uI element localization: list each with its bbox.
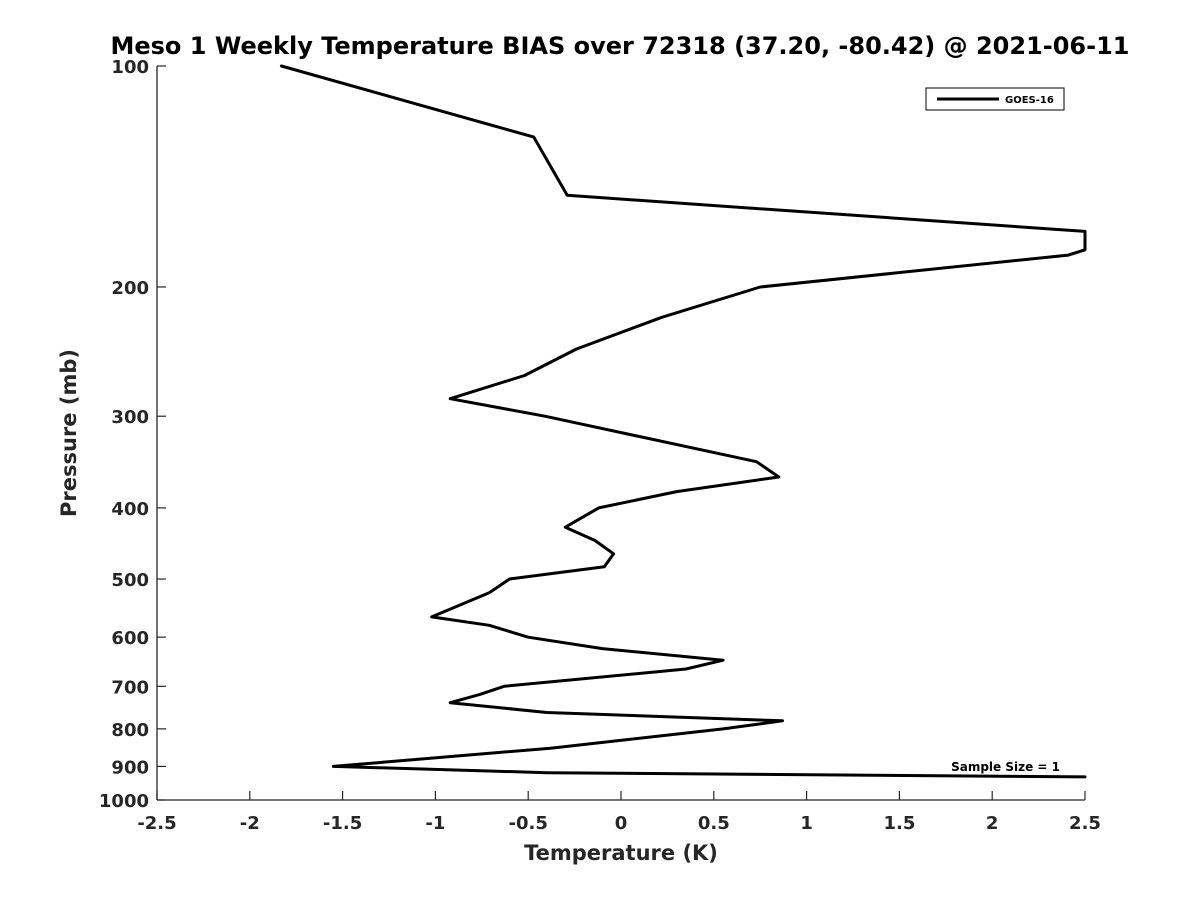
x-tick-label: -1 [425, 813, 445, 834]
y-tick-label: 400 [111, 499, 149, 520]
x-tick-label: 2.5 [1069, 813, 1101, 834]
y-tick-label: 900 [111, 757, 149, 778]
x-tick-label: 0.5 [698, 813, 730, 834]
legend: GOES-16 [925, 87, 1065, 111]
y-tick-label: 700 [111, 677, 149, 698]
y-tick-label: 300 [111, 407, 149, 428]
x-tick-label: 1.5 [883, 813, 915, 834]
sample-size-annotation: Sample Size = 1 [951, 760, 1060, 774]
y-tick-label: 200 [111, 278, 149, 299]
x-ticks: -2.5 -2 -1.5 -1 -0.5 0 0.5 1 1.5 2 2.5 [137, 791, 1101, 834]
x-tick-label: 0 [615, 813, 628, 834]
y-tick-label: 100 [111, 57, 149, 78]
y-ticks: 100 200 300 400 500 600 700 800 900 1000 [99, 57, 166, 812]
chart-title: Meso 1 Weekly Temperature BIAS over 7231… [110, 32, 1129, 60]
y-tick-label: 800 [111, 720, 149, 741]
x-tick-label: -1.5 [323, 813, 362, 834]
x-tick-label: -2.5 [137, 813, 176, 834]
x-tick-label: -2 [240, 813, 260, 834]
x-tick-label: -0.5 [509, 813, 548, 834]
y-tick-label: 600 [111, 628, 149, 649]
y-axis-label: Pressure (mb) [57, 349, 81, 517]
y-tick-label: 1000 [99, 791, 149, 812]
x-tick-label: 1 [800, 813, 813, 834]
x-tick-label: 2 [986, 813, 999, 834]
series-line-goes-16 [279, 64, 1087, 779]
legend-entry: GOES-16 [1005, 95, 1054, 106]
x-axis-label: Temperature (K) [524, 841, 718, 865]
y-tick-label: 500 [111, 570, 149, 591]
